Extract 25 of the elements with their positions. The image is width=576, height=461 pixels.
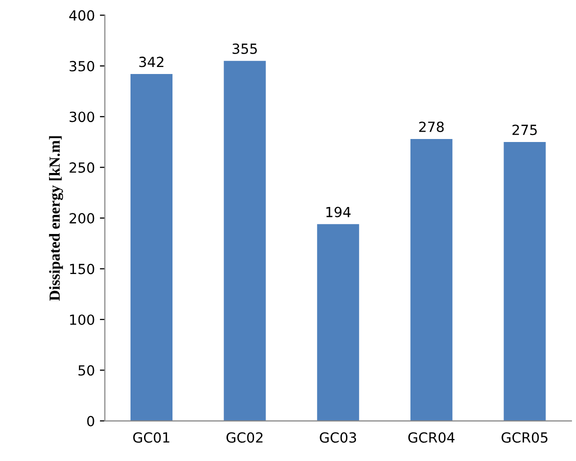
data-label: 355 (232, 43, 257, 54)
y-tick-label: 150 (70, 264, 94, 274)
y-tick-label: 100 (70, 314, 94, 325)
y-tick-label: 250 (70, 162, 94, 173)
y-axis-title: Dissipated energy [kN.m] (49, 136, 64, 301)
x-tick-label: GCR04 (408, 432, 455, 443)
y-tick-label: 300 (70, 112, 94, 122)
y-tick-label: 200 (70, 213, 94, 224)
y-tick-label: 0 (87, 416, 94, 426)
bar (504, 142, 546, 421)
x-tick-label: GCR05 (502, 432, 548, 443)
bar (224, 60, 266, 421)
y-tick-label: 400 (69, 10, 94, 21)
x-tick-label: GC01 (133, 432, 170, 443)
bar (410, 138, 452, 421)
data-label: 278 (419, 122, 444, 132)
y-tick-label: 50 (78, 365, 94, 376)
bar (130, 74, 172, 421)
data-label: 275 (512, 124, 537, 136)
bar (317, 224, 360, 421)
data-label: 342 (139, 56, 164, 68)
x-tick-label: GC03 (320, 432, 356, 443)
x-tick-label: GC02 (226, 432, 262, 443)
y-tick-label: 350 (70, 60, 94, 72)
data-label: 194 (326, 206, 351, 218)
